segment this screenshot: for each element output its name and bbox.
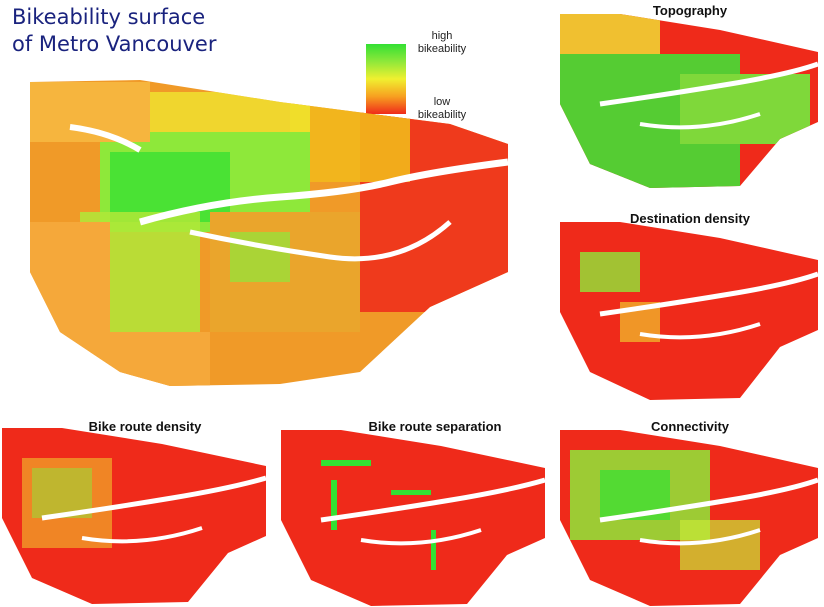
legend-low-label: low bikeability — [417, 96, 467, 121]
bike-route-separation-title: Bike route separation — [368, 419, 502, 434]
map-title: Bikeability surface of Metro Vancouver — [12, 4, 272, 58]
title-line-1: Bikeability surface — [12, 5, 206, 29]
topography-title: Topography — [652, 3, 728, 18]
legend-color-ramp — [366, 44, 406, 114]
connectivity-title: Connectivity — [650, 419, 729, 434]
topography-map — [560, 14, 818, 188]
title-line-2: of Metro Vancouver — [12, 32, 217, 56]
bike-route-density-map — [2, 428, 266, 604]
bike-route-separation-map — [281, 430, 545, 606]
destination-density-map — [560, 222, 818, 400]
legend-high-label: high bikeability — [417, 30, 467, 55]
destination-density-title: Destination density — [630, 211, 750, 226]
bike-route-density-title: Bike route density — [88, 419, 202, 434]
connectivity-map — [560, 430, 818, 606]
main-bikeability-map — [30, 80, 509, 386]
